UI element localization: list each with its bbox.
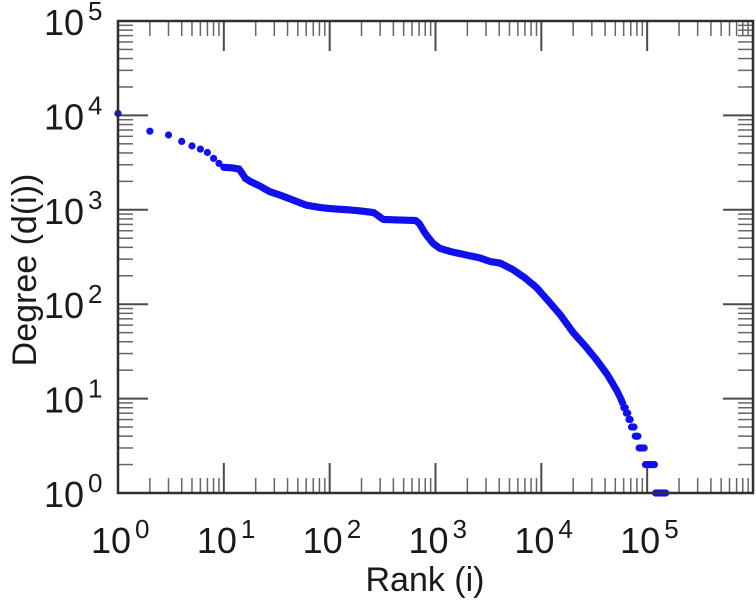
data-point xyxy=(215,159,223,167)
data-point xyxy=(188,142,196,150)
data-point xyxy=(203,148,211,157)
data-point xyxy=(634,432,642,440)
plot-frame xyxy=(116,19,755,495)
data-point xyxy=(650,461,659,469)
data-point xyxy=(178,137,186,145)
y-axis-title: Degree (d(i)) xyxy=(6,174,44,367)
x-tick-label: 10 5 xyxy=(620,514,679,561)
data-point xyxy=(630,423,638,431)
data-point xyxy=(640,444,648,452)
data-point xyxy=(146,127,154,135)
y-tick-label: 10 0 xyxy=(44,468,103,515)
y-tick-label: 10 4 xyxy=(44,90,103,137)
data-points-layer xyxy=(114,109,670,497)
x-tick-label: 10 4 xyxy=(514,514,573,561)
x-tick-label: 10 2 xyxy=(303,514,362,561)
x-tick-label: 10 1 xyxy=(197,514,256,561)
x-tick-label: 10 0 xyxy=(91,514,150,561)
x-axis-title: Rank (i) xyxy=(365,561,484,599)
x-tick-label: 10 3 xyxy=(409,514,468,561)
y-tick-label: 10 2 xyxy=(44,279,103,326)
axis-ticks-layer xyxy=(117,20,754,494)
data-point xyxy=(624,409,632,417)
data-point xyxy=(626,415,634,424)
y-tick-label: 10 5 xyxy=(44,0,103,43)
data-point xyxy=(210,154,218,162)
y-tick-label: 10 3 xyxy=(44,185,103,232)
data-point xyxy=(164,131,173,139)
data-point xyxy=(196,145,204,153)
data-point xyxy=(621,404,629,412)
y-tick-label: 10 1 xyxy=(44,374,103,421)
tick-labels-layer: 10 0 10 1 10 2 10 3 10 4 10 5 10 0 10 1 10 2 10 3 10 4 10 5 xyxy=(44,0,679,561)
